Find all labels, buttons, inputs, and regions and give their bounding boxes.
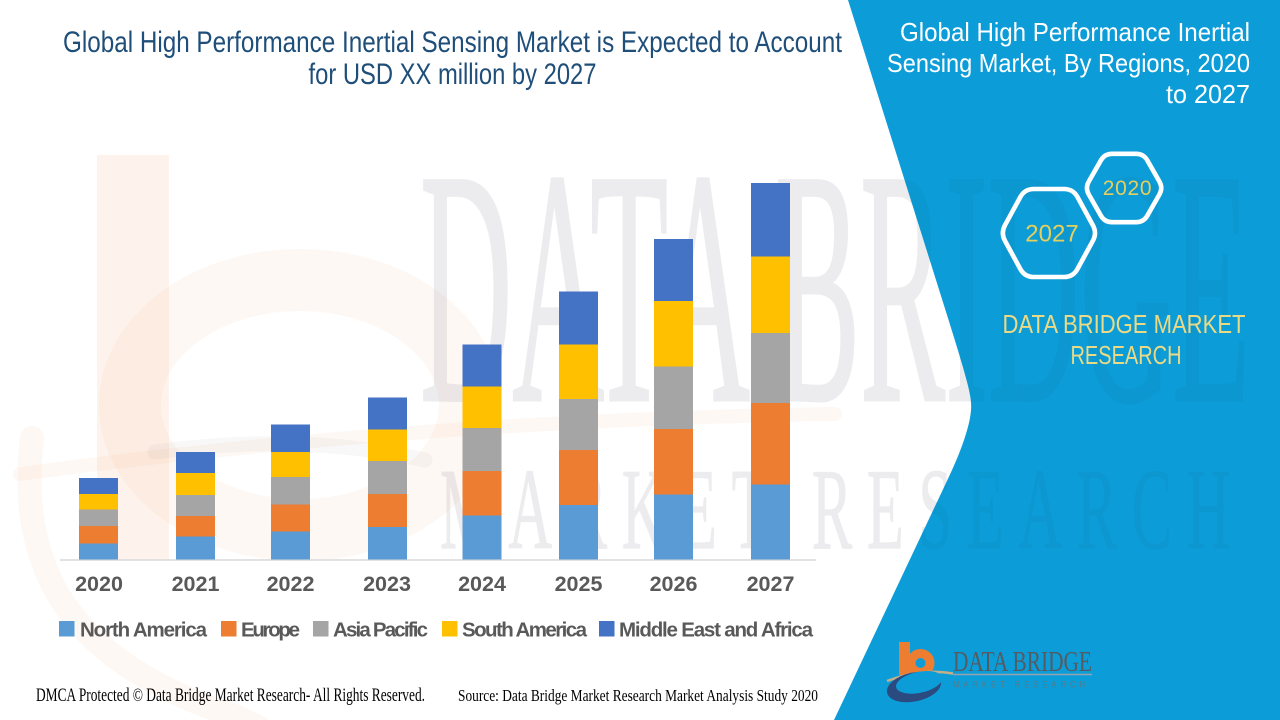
svg-text:South America: South America xyxy=(462,619,588,642)
svg-text:North America: North America xyxy=(80,619,208,642)
svg-text:Asia Pacific: Asia Pacific xyxy=(333,619,428,642)
svg-text:DMCA Protected © Data Bridge M: DMCA Protected © Data Bridge Market Rese… xyxy=(36,686,425,706)
svg-text:2022: 2022 xyxy=(267,572,315,596)
svg-text:2026: 2026 xyxy=(650,572,698,596)
svg-text:DATA BRIDGE MARKET: DATA BRIDGE MARKET xyxy=(1003,309,1246,339)
svg-text:Europe: Europe xyxy=(241,619,300,642)
svg-text:DATA BRIDGE: DATA BRIDGE xyxy=(953,646,1092,678)
svg-text:Global High Performance Inerti: Global High Performance Inertial Sensing… xyxy=(63,26,843,59)
svg-text:2023: 2023 xyxy=(363,572,411,596)
svg-text:Source: Data Bridge Market Res: Source: Data Bridge Market Research Mark… xyxy=(458,686,818,705)
svg-text:2027: 2027 xyxy=(1025,221,1078,248)
svg-text:Sensing Market, By Regions, 20: Sensing Market, By Regions, 2020 xyxy=(887,48,1250,78)
svg-text:Middle East and Africa: Middle East and Africa xyxy=(619,619,814,642)
svg-text:MARKET RESEARCH: MARKET RESEARCH xyxy=(953,680,1089,691)
svg-text:Global High Performance Inerti: Global High Performance Inertial xyxy=(900,17,1250,47)
svg-text:2020: 2020 xyxy=(1103,177,1153,200)
svg-text:2021: 2021 xyxy=(172,572,220,596)
svg-text:2027: 2027 xyxy=(747,572,795,596)
svg-text:2025: 2025 xyxy=(555,572,603,596)
svg-text:to 2027: to 2027 xyxy=(1166,79,1250,109)
svg-text:2024: 2024 xyxy=(458,572,506,596)
svg-text:RESEARCH: RESEARCH xyxy=(1071,340,1182,370)
svg-text:for USD XX million by 2027: for USD XX million by 2027 xyxy=(309,58,597,91)
svg-text:2020: 2020 xyxy=(75,572,123,596)
